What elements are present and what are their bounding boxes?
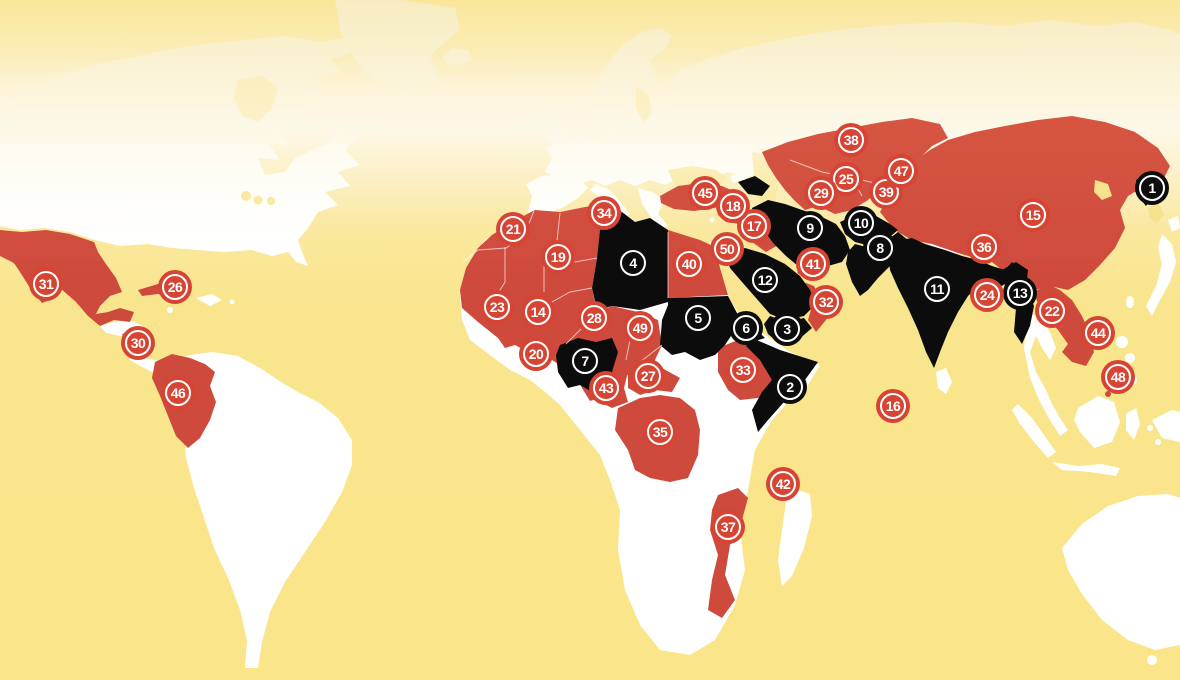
map-marker-18[interactable]: 18 [720,193,746,219]
map-marker-26[interactable]: 26 [162,274,188,300]
map-marker-37[interactable]: 37 [715,514,741,540]
map-marker-10[interactable]: 10 [848,210,874,236]
map-marker-28[interactable]: 28 [581,305,607,331]
detail-overlay-layer [1094,180,1164,224]
map-marker-38[interactable]: 38 [838,127,864,153]
map-marker-9[interactable]: 9 [797,215,823,241]
map-marker-43[interactable]: 43 [593,375,619,401]
map-marker-36[interactable]: 36 [971,234,997,260]
map-marker-25[interactable]: 25 [833,166,859,192]
map-marker-8[interactable]: 8 [867,235,893,261]
map-marker-4[interactable]: 4 [620,250,646,276]
map-marker-44[interactable]: 44 [1085,320,1111,346]
map-marker-42[interactable]: 42 [770,471,796,497]
map-marker-41[interactable]: 41 [800,251,826,277]
map-marker-3[interactable]: 3 [774,316,800,342]
map-marker-17[interactable]: 17 [741,213,767,239]
map-marker-15[interactable]: 15 [1020,202,1046,228]
map-marker-13[interactable]: 13 [1007,280,1033,306]
map-marker-21[interactable]: 21 [500,216,526,242]
map-marker-24[interactable]: 24 [974,282,1000,308]
map-marker-35[interactable]: 35 [647,419,673,445]
map-marker-29[interactable]: 29 [808,180,834,206]
map-marker-33[interactable]: 33 [730,357,756,383]
map-marker-46[interactable]: 46 [165,380,191,406]
map-marker-20[interactable]: 20 [523,341,549,367]
map-marker-19[interactable]: 19 [545,244,571,270]
map-marker-47[interactable]: 47 [888,158,914,184]
map-marker-45[interactable]: 45 [692,180,718,206]
map-marker-40[interactable]: 40 [676,251,702,277]
map-marker-7[interactable]: 7 [572,348,598,374]
map-marker-31[interactable]: 31 [33,271,59,297]
map-marker-14[interactable]: 14 [525,299,551,325]
map-marker-16[interactable]: 16 [880,393,906,419]
map-marker-50[interactable]: 50 [714,236,740,262]
map-marker-23[interactable]: 23 [484,294,510,320]
map-marker-39[interactable]: 39 [873,179,899,205]
map-marker-49[interactable]: 49 [627,315,653,341]
map-marker-2[interactable]: 2 [777,374,803,400]
map-marker-1[interactable]: 1 [1139,175,1165,201]
map-marker-34[interactable]: 34 [591,200,617,226]
map-marker-5[interactable]: 5 [685,305,711,331]
map-marker-27[interactable]: 27 [635,363,661,389]
map-marker-48[interactable]: 48 [1105,364,1131,390]
map-marker-11[interactable]: 11 [924,276,950,302]
map-marker-32[interactable]: 32 [813,289,839,315]
map-marker-12[interactable]: 12 [752,267,778,293]
map-marker-30[interactable]: 30 [125,330,151,356]
map-marker-6[interactable]: 6 [733,315,759,341]
map-marker-22[interactable]: 22 [1039,298,1065,324]
